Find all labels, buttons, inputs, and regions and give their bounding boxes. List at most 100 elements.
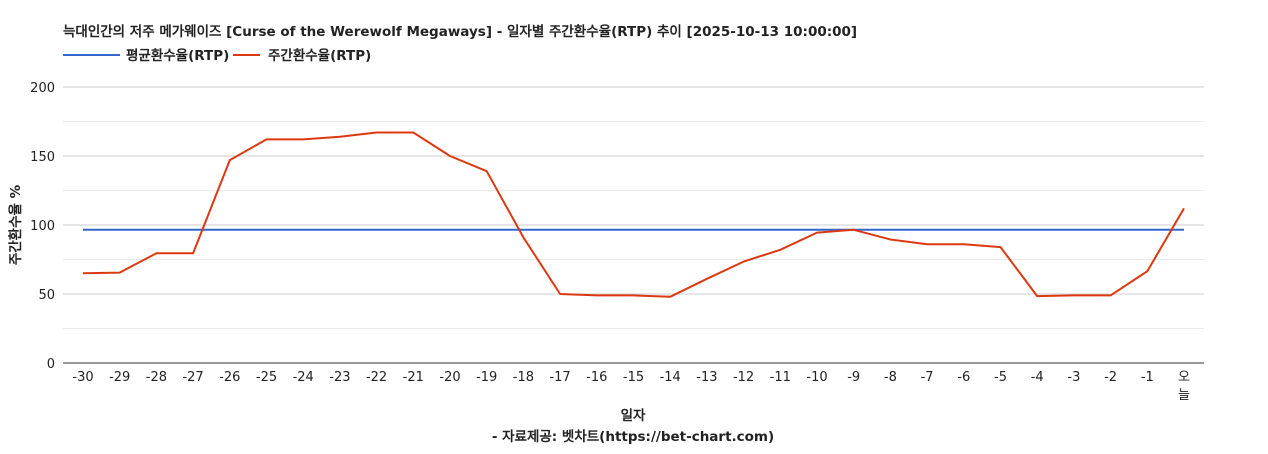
- data-point[interactable]: [740, 226, 748, 234]
- data-point[interactable]: [813, 229, 821, 237]
- legend-label-average: 평균환수율(RTP): [126, 47, 229, 64]
- data-point[interactable]: [116, 269, 124, 277]
- x-tick-label: -17: [549, 370, 570, 385]
- x-tick-label: -25: [256, 370, 277, 385]
- data-point[interactable]: [1143, 267, 1151, 275]
- data-point[interactable]: [556, 226, 564, 234]
- data-point[interactable]: [189, 226, 197, 234]
- data-point[interactable]: [1070, 226, 1078, 234]
- data-point[interactable]: [593, 226, 601, 234]
- data-point[interactable]: [1180, 226, 1188, 234]
- x-tick-label: -14: [660, 370, 681, 385]
- x-tick-label: -30: [72, 370, 93, 385]
- data-point[interactable]: [483, 167, 491, 175]
- y-tick-label: 0: [47, 357, 55, 372]
- data-point[interactable]: [1180, 204, 1188, 212]
- data-point[interactable]: [886, 226, 894, 234]
- data-point[interactable]: [630, 226, 638, 234]
- gridlines: [63, 86, 1204, 329]
- data-point[interactable]: [189, 249, 197, 257]
- x-tick-label: -6: [957, 370, 970, 385]
- x-tick-label: -1: [1141, 370, 1154, 385]
- data-point[interactable]: [152, 249, 160, 257]
- data-point[interactable]: [703, 275, 711, 283]
- data-point[interactable]: [923, 240, 931, 248]
- data-point[interactable]: [740, 258, 748, 266]
- data-point[interactable]: [960, 226, 968, 234]
- data-point[interactable]: [1143, 226, 1151, 234]
- x-tick-label: -2: [1104, 370, 1117, 385]
- y-tick-label: 150: [30, 150, 55, 165]
- y-axis-title: 주간환수율 %: [7, 184, 24, 265]
- x-tick-label: -15: [623, 370, 644, 385]
- data-point[interactable]: [373, 226, 381, 234]
- data-point[interactable]: [336, 226, 344, 234]
- x-tick-label: -24: [293, 370, 314, 385]
- data-point[interactable]: [703, 226, 711, 234]
- legend-item-weekly[interactable]: 주간환수율(RTP): [233, 47, 371, 64]
- data-point[interactable]: [226, 226, 234, 234]
- data-point[interactable]: [630, 291, 638, 299]
- data-point[interactable]: [923, 226, 931, 234]
- legend-item-average[interactable]: 평균환수율(RTP): [63, 47, 229, 64]
- x-tick-label: -23: [329, 370, 350, 385]
- x-tick-label: -27: [182, 370, 203, 385]
- data-point[interactable]: [263, 226, 271, 234]
- data-point[interactable]: [79, 226, 87, 234]
- data-point[interactable]: [1107, 226, 1115, 234]
- data-point[interactable]: [446, 226, 454, 234]
- x-tick-label: -26: [219, 370, 240, 385]
- x-tick-label: -8: [884, 370, 897, 385]
- data-point[interactable]: [116, 226, 124, 234]
- series-line-weekly-rtp[interactable]: [82, 131, 1185, 298]
- data-point[interactable]: [997, 243, 1005, 251]
- data-point[interactable]: [409, 226, 417, 234]
- data-point[interactable]: [483, 226, 491, 234]
- y-tick-label: 100: [30, 219, 55, 234]
- x-tick-label: -11: [770, 370, 791, 385]
- series: [79, 129, 1188, 301]
- data-point[interactable]: [299, 135, 307, 143]
- data-point[interactable]: [263, 135, 271, 143]
- data-point[interactable]: [1033, 292, 1041, 300]
- data-point[interactable]: [152, 226, 160, 234]
- y-axis-ticks: 0 50 100 150 200: [30, 81, 55, 372]
- x-axis-title: 일자: [621, 408, 646, 424]
- x-tick-label: -18: [513, 370, 534, 385]
- data-point[interactable]: [226, 156, 234, 164]
- data-point[interactable]: [79, 269, 87, 277]
- x-tick-label: -21: [403, 370, 424, 385]
- legend-label-weekly: 주간환수율(RTP): [268, 47, 371, 64]
- x-tick-label: -19: [476, 370, 497, 385]
- x-tick-label: -10: [806, 370, 827, 385]
- data-point[interactable]: [519, 233, 527, 241]
- data-point[interactable]: [666, 226, 674, 234]
- data-point[interactable]: [997, 226, 1005, 234]
- data-point[interactable]: [666, 293, 674, 301]
- legend: 평균환수율(RTP) 주간환수율(RTP): [63, 47, 371, 64]
- data-point[interactable]: [373, 129, 381, 137]
- data-point[interactable]: [593, 291, 601, 299]
- data-point[interactable]: [776, 226, 784, 234]
- data-point[interactable]: [409, 129, 417, 137]
- data-point[interactable]: [299, 226, 307, 234]
- x-tick-label: -5: [994, 370, 1007, 385]
- data-point[interactable]: [850, 226, 858, 234]
- data-point[interactable]: [1033, 226, 1041, 234]
- data-point[interactable]: [336, 133, 344, 141]
- x-tick-label: -12: [733, 370, 754, 385]
- x-tick-label: -16: [586, 370, 607, 385]
- data-point[interactable]: [960, 240, 968, 248]
- data-point[interactable]: [1070, 291, 1078, 299]
- data-point[interactable]: [1107, 291, 1115, 299]
- y-tick-label: 50: [38, 288, 55, 303]
- x-tick-label: -3: [1067, 370, 1080, 385]
- data-point[interactable]: [776, 246, 784, 254]
- data-point[interactable]: [556, 290, 564, 298]
- x-tick-label: -9: [847, 370, 860, 385]
- chart-title: 늑대인간의 저주 메가웨이즈 [Curse of the Werewolf Me…: [63, 23, 857, 40]
- data-point[interactable]: [886, 235, 894, 243]
- data-point[interactable]: [446, 152, 454, 160]
